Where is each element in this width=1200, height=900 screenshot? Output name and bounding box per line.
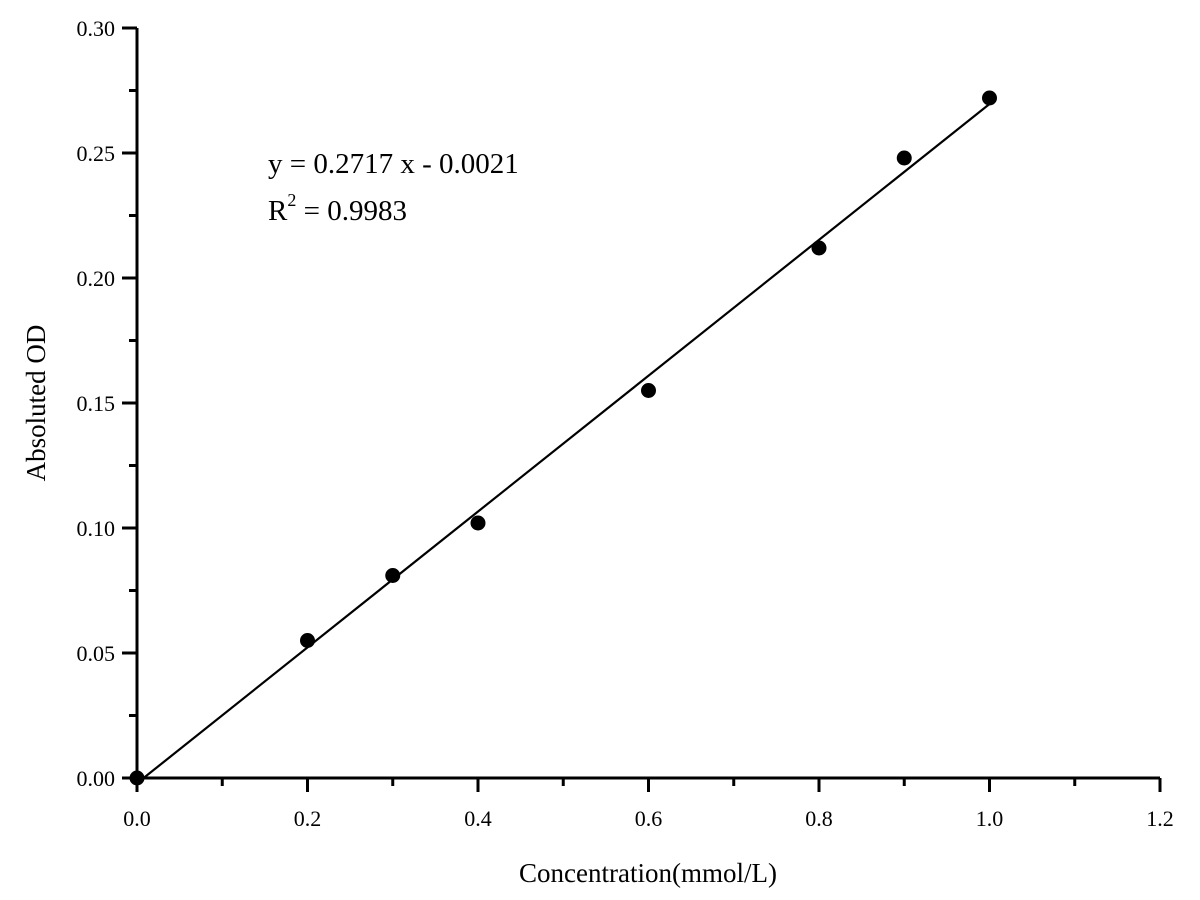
x-axis-title: Concentration(mmol/L) xyxy=(519,858,777,888)
fit-line xyxy=(142,103,991,779)
data-points xyxy=(129,90,997,786)
data-point xyxy=(470,515,486,531)
data-point xyxy=(300,633,315,648)
y-tick-label: 0.10 xyxy=(77,516,116,541)
data-point xyxy=(896,150,912,166)
y-tick-label: 0.05 xyxy=(77,641,116,666)
x-tick-label: 0.4 xyxy=(464,806,492,831)
x-tick-label: 0.8 xyxy=(805,806,833,831)
x-tick-label: 0.2 xyxy=(294,806,322,831)
y-tick-label: 0.25 xyxy=(77,141,116,166)
data-point xyxy=(129,770,145,786)
x-tick-label: 0.6 xyxy=(635,806,663,831)
y-tick-label: 0.20 xyxy=(77,266,116,291)
axes xyxy=(135,28,1160,792)
y-axis-ticks: 0.00 0.05 0.10 0.15 0.20 0.25 0.30 xyxy=(77,16,137,791)
data-point xyxy=(982,90,997,106)
r-squared-value: = 0.9983 xyxy=(296,195,407,227)
x-tick-label: 1.0 xyxy=(976,806,1004,831)
r-squared: R2 = 0.9983 xyxy=(268,190,407,227)
r-squared-prefix: R xyxy=(268,195,288,227)
y-axis-title: Absoluted OD xyxy=(21,325,51,482)
y-tick-label: 0.30 xyxy=(77,16,116,41)
r-squared-superscript: 2 xyxy=(287,190,296,210)
x-axis-ticks: 0.0 0.2 0.4 0.6 0.8 1.0 1.2 xyxy=(123,778,1174,831)
trend-line xyxy=(142,103,991,779)
x-tick-label: 0.0 xyxy=(123,806,151,831)
y-tick-label: 0.15 xyxy=(77,391,116,416)
regression-equation: y = 0.2717 x - 0.0021 xyxy=(268,148,519,180)
data-point xyxy=(811,240,827,256)
data-point xyxy=(385,568,401,583)
data-point xyxy=(641,383,656,398)
x-tick-label: 1.2 xyxy=(1146,806,1174,831)
y-tick-label: 0.00 xyxy=(77,766,116,791)
